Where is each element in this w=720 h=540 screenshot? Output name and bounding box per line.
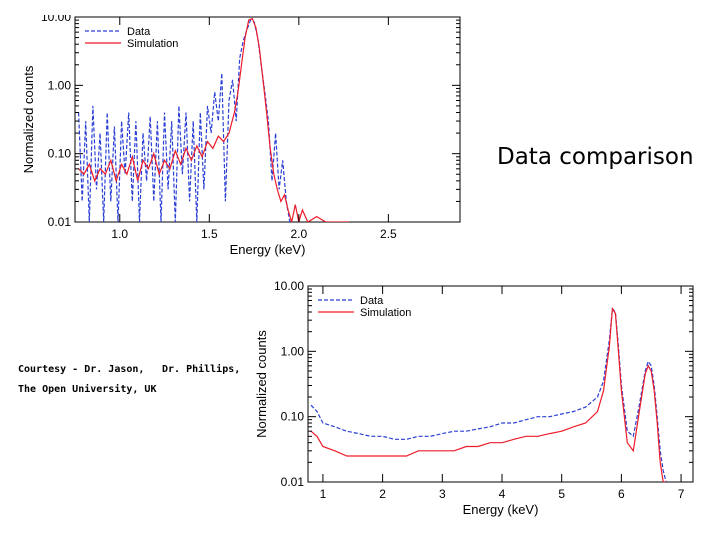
top-ytick-label: 1.00 [48,78,72,92]
bottom-ytick-label: 0.10 [281,410,305,424]
bottom-legend-label-simulation: Simulation [360,307,411,319]
bottom-series-simulation [310,306,667,482]
bottom-xtick-label: 4 [499,487,506,501]
credit-line-2: The Open University, UK [18,384,157,395]
bottom-ytick-label: 1.00 [281,344,305,358]
top-xlabel: Energy (keV) [230,242,306,257]
bottom-plot-frame [307,285,694,483]
bottom-ytick-label: 0.01 [281,475,305,489]
top-ylabel: Normalized counts [21,65,36,173]
top-xtick-label: 2.0 [290,227,307,241]
top-xtick-label: 1.0 [111,227,128,241]
credit-line-1b: Dr. Phillips, [162,364,241,375]
bottom-xtick-label: 3 [439,487,446,501]
bottom-series-data [310,307,667,482]
bottom-xtick-label: 5 [558,487,565,501]
bottom-xlabel: Energy (keV) [463,502,539,517]
bottom-ylabel: Normalized counts [254,330,269,438]
top-ytick-label: 0.01 [48,215,72,229]
chart-bottom: 1 2 3 4 5 6 7 0.01 0.10 1.00 10.00 Energy (keV) Norm… [254,279,694,517]
bottom-xtick-label: 6 [618,487,625,501]
top-xtick-label: 1.5 [201,227,218,241]
top-ytick-label: 0.10 [48,147,72,161]
top-xtick-label: 2.5 [380,227,397,241]
top-plot-frame [74,16,461,223]
top-series-data [78,19,291,222]
bottom-legend-label-data: Data [360,295,384,307]
bottom-ytick-label: 10.00 [274,279,304,293]
bottom-xtick-label: 7 [678,487,685,501]
top-legend-label-simulation: Simulation [127,38,178,50]
credit-line-1a: Courtesy - Dr. Jason, [18,364,145,375]
bottom-xtick-label: 2 [379,487,386,501]
top-legend-label-data: Data [127,26,151,38]
top-series-simulation [78,17,349,222]
slide-title: Data comparison [497,144,694,170]
top-ytick-label: 10.00 [41,15,71,24]
chart-top: 1.0 1.5 2.0 2.5 0.01 0.10 1.00 10.00 Energy (keV… [21,15,461,257]
bottom-xtick-label: 1 [320,487,327,501]
